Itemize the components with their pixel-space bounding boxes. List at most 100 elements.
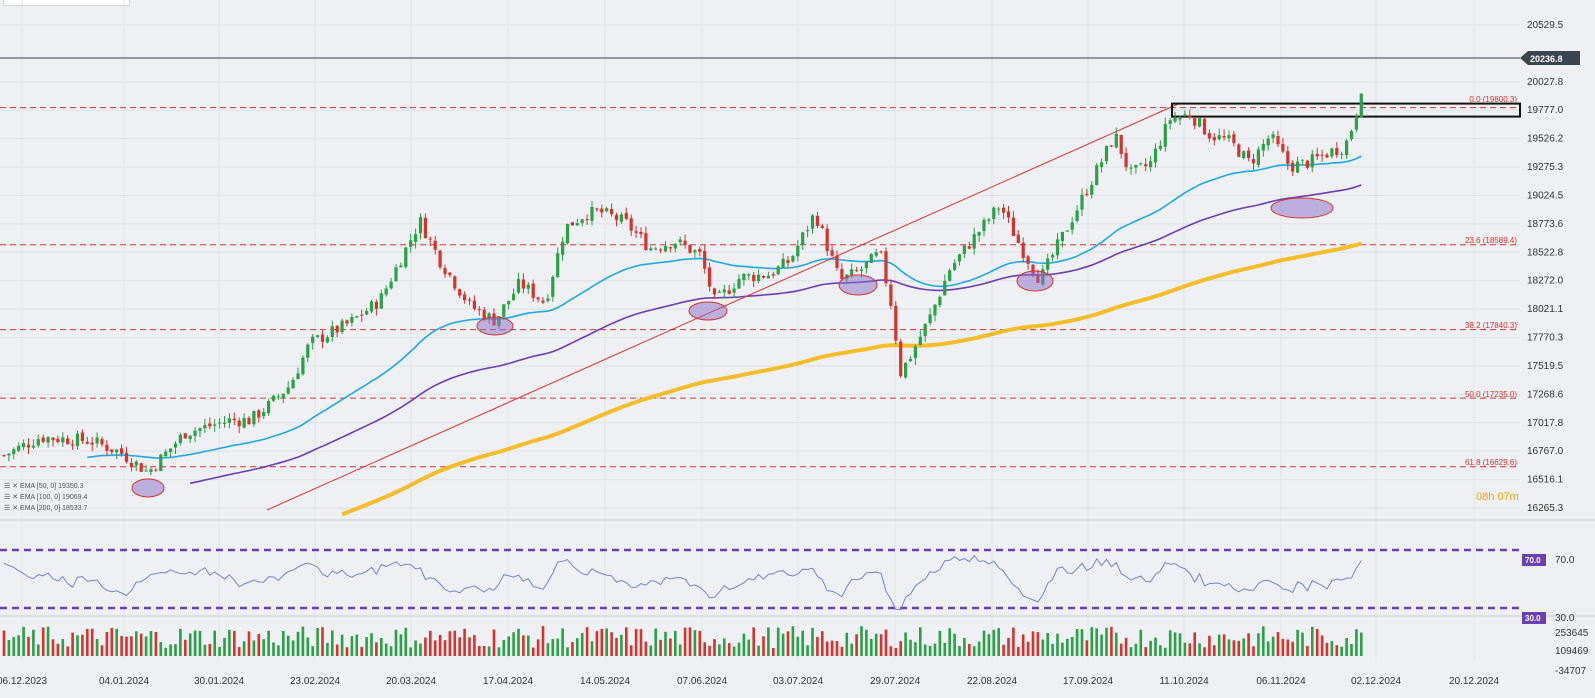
candle-body — [169, 448, 173, 452]
volume-bar — [487, 646, 491, 656]
candle-body — [281, 393, 285, 399]
candle-body — [355, 316, 359, 318]
candle-body — [399, 265, 403, 268]
candle-body — [26, 444, 31, 448]
volume-bar — [213, 630, 216, 656]
candle-body — [105, 444, 109, 451]
toolbar-input[interactable] — [3, 0, 130, 6]
volume-bar — [399, 634, 403, 656]
volume-bar — [629, 645, 633, 656]
volume-bar — [468, 637, 471, 656]
candle-body — [1315, 153, 1319, 157]
price-tick-label: 16265.3 — [1527, 503, 1564, 514]
volume-bar — [811, 627, 814, 656]
candle-body — [374, 301, 378, 310]
candle-body — [7, 453, 11, 456]
volume-bar — [237, 647, 241, 656]
date-tick-label: 07.06.2024 — [677, 676, 727, 687]
candle-body — [1266, 138, 1270, 146]
candle-body — [1340, 153, 1344, 155]
candle-body — [1359, 93, 1363, 118]
volume-bar — [874, 633, 878, 656]
candle-body — [1335, 148, 1339, 156]
volume-bar — [301, 626, 305, 656]
candle-body — [1305, 160, 1309, 168]
date-tick-label: 23.02.2024 — [290, 676, 340, 687]
volume-bar — [546, 643, 550, 656]
candle-body — [90, 442, 94, 445]
candle-body — [629, 218, 633, 231]
candle-body — [330, 326, 334, 337]
candle-body — [688, 245, 692, 253]
volume-bar — [95, 638, 99, 656]
volume-bar — [1159, 645, 1162, 656]
candle-body — [320, 334, 325, 342]
candle-body — [291, 379, 295, 389]
candle-body — [595, 208, 599, 210]
volume-bar — [1355, 629, 1358, 656]
candle-body — [859, 269, 864, 272]
candle-body — [874, 252, 878, 256]
candle-body — [379, 293, 383, 309]
volume-bar — [762, 636, 765, 656]
price-tick-label: 18522.8 — [1527, 247, 1564, 258]
volume-bar — [718, 644, 721, 656]
volume-bar — [590, 641, 594, 656]
volume-bar — [1110, 626, 1113, 656]
volume-bar — [1301, 632, 1304, 656]
volume-bar — [1325, 642, 1329, 656]
volume-bar — [311, 646, 314, 656]
volume-bar — [536, 639, 540, 656]
volume-bar — [1100, 634, 1103, 656]
candle-body — [624, 212, 628, 219]
volume-bar — [943, 642, 947, 656]
volume-bar — [193, 630, 197, 656]
volume-bar — [473, 635, 476, 656]
candle-body — [889, 284, 893, 306]
candle-body — [1075, 210, 1079, 221]
volume-bar — [987, 634, 991, 656]
volume-bar — [169, 644, 172, 656]
candle-body — [1183, 114, 1187, 117]
volume-bar — [919, 627, 922, 656]
candle-body — [1349, 130, 1354, 140]
price-tick-label: 19526.2 — [1527, 134, 1564, 145]
candle-body — [536, 297, 540, 300]
candle-body — [1026, 256, 1030, 264]
candle-body — [1325, 154, 1329, 158]
volume-bar — [830, 640, 834, 656]
candle-body — [737, 278, 741, 289]
volume-bar — [1075, 629, 1079, 656]
candle-body — [1100, 162, 1104, 167]
candle-body — [1198, 117, 1202, 127]
volume-bar — [580, 633, 584, 656]
candle-body — [1296, 161, 1300, 173]
date-tick-label: 03.07.2024 — [773, 676, 823, 687]
candle-body — [1222, 136, 1226, 138]
volume-bar — [683, 627, 687, 656]
candle-body — [453, 276, 457, 289]
volume-bar — [1149, 640, 1152, 656]
volume-bar — [306, 637, 310, 656]
volume-bar — [1291, 641, 1294, 656]
volume-bar — [1168, 630, 1172, 656]
volume-bar — [51, 639, 55, 656]
volume-bar — [1271, 636, 1275, 656]
candle-body — [879, 251, 883, 253]
volume-bar — [688, 627, 692, 656]
volume-bar — [1208, 635, 1211, 656]
price-tick-label: 16767.0 — [1527, 446, 1564, 457]
price-tick-label: 20027.8 — [1527, 77, 1564, 88]
candle-body — [850, 269, 854, 276]
candle-body — [953, 262, 957, 270]
candle-body — [1207, 133, 1211, 139]
volume-bar — [1286, 639, 1290, 656]
volume-bar — [1266, 641, 1270, 656]
volume-bar — [1198, 643, 1201, 656]
candle-body — [972, 234, 976, 249]
candle-body — [149, 469, 153, 472]
volume-bar — [37, 644, 40, 656]
volume-bar — [17, 635, 20, 656]
date-tick-label: 20.12.2024 — [1449, 676, 1499, 687]
